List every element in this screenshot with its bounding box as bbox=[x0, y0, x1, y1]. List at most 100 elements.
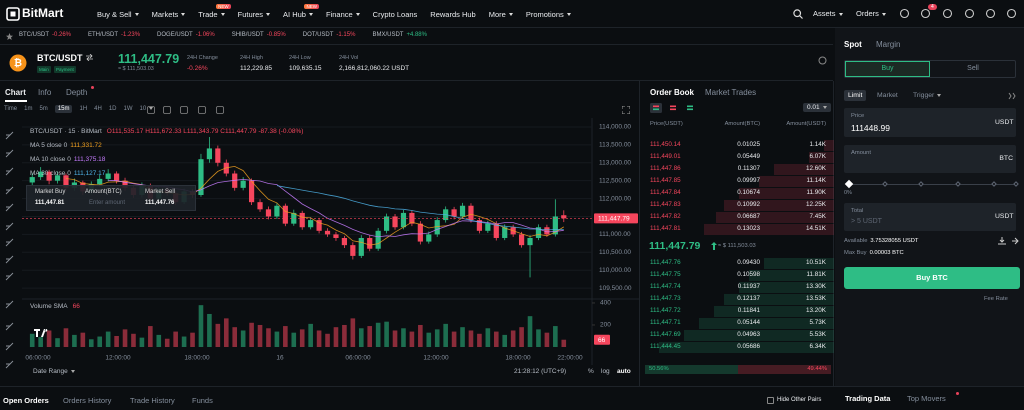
nav-assets[interactable]: Assets bbox=[813, 9, 843, 18]
quick-sell-price[interactable]: 111,447.76 bbox=[145, 200, 175, 206]
nav-item[interactable]: Finance bbox=[326, 10, 360, 19]
type-market[interactable]: Market bbox=[877, 92, 898, 99]
interval-option[interactable]: 1D bbox=[109, 106, 117, 112]
price-input[interactable] bbox=[844, 108, 1016, 137]
ob-price[interactable]: 111,447.84 bbox=[650, 189, 681, 196]
interval-option[interactable]: 15m bbox=[54, 105, 73, 113]
ob-price[interactable]: 111,447.85 bbox=[650, 177, 681, 184]
ob-price[interactable]: 111,447.74 bbox=[650, 283, 681, 290]
candle-body bbox=[485, 223, 491, 231]
ticker-list: BTC/USDT -0.26% ETH/USDT -1.23% DOGE/USDT -1.… bbox=[19, 32, 427, 38]
ticker-change: -1.15% bbox=[336, 32, 356, 38]
quick-buy-price[interactable]: 111,447.81 bbox=[35, 200, 65, 206]
fee-rate[interactable]: Fee Rate bbox=[984, 296, 1008, 302]
ob-price[interactable]: 111,447.72 bbox=[650, 307, 681, 314]
ob-price[interactable]: 111,447.73 bbox=[650, 295, 681, 302]
bottom-tab[interactable]: Open Orders bbox=[3, 396, 49, 405]
chart-tab[interactable]: Chart bbox=[5, 88, 26, 97]
scale-option[interactable]: log bbox=[601, 368, 610, 375]
depth-bar bbox=[724, 200, 834, 211]
ticker-item[interactable]: SHIB/USDT -0.85% bbox=[232, 32, 286, 38]
scale-option[interactable]: auto bbox=[617, 368, 631, 375]
nav-item[interactable]: Markets bbox=[152, 10, 186, 19]
ob-price[interactable]: 111,447.81 bbox=[650, 225, 681, 232]
nav-item[interactable]: Crypto Loans bbox=[373, 10, 418, 19]
ticker-item[interactable]: DOT/USDT -1.15% bbox=[303, 32, 356, 38]
candle-body bbox=[122, 180, 128, 188]
bottom-right-tab[interactable]: Trading Data bbox=[845, 394, 891, 403]
volume-bar bbox=[451, 331, 457, 347]
nav-item[interactable]: Rewards Hub bbox=[430, 10, 475, 19]
interval-option[interactable]: Time bbox=[4, 106, 17, 112]
ob-price[interactable]: 111,447.69 bbox=[650, 331, 681, 338]
type-limit[interactable]: Limit bbox=[844, 90, 867, 101]
pair-symbol[interactable]: BTC/USDT bbox=[37, 53, 83, 63]
nav-item[interactable]: Promotions bbox=[526, 10, 571, 19]
bottom-tab[interactable]: Orders History bbox=[63, 396, 112, 405]
volume-bar bbox=[460, 327, 465, 347]
date-range[interactable]: Date Range bbox=[33, 368, 75, 375]
available: Available 3.75328055 USDT bbox=[844, 238, 918, 244]
interval-option[interactable]: 5m bbox=[39, 106, 47, 112]
candle-body bbox=[434, 220, 440, 235]
interval-option[interactable]: 1H bbox=[79, 106, 87, 112]
ob-precision[interactable]: 0.01 bbox=[803, 103, 831, 112]
stat-value: 109,635.15 bbox=[289, 65, 322, 72]
ob-price[interactable]: 111,447.86 bbox=[650, 165, 681, 172]
ticker-item[interactable]: BTC/USDT -0.26% bbox=[19, 32, 71, 38]
submit-buy[interactable]: Buy BTC bbox=[844, 267, 1020, 289]
ob-total: 10.51K bbox=[806, 259, 826, 266]
tp-tab[interactable]: Margin bbox=[876, 40, 901, 49]
ob-tab[interactable]: Order Book bbox=[650, 88, 695, 97]
ticker-change: -1.23% bbox=[121, 32, 141, 38]
ob-price[interactable]: 111,450.14 bbox=[650, 141, 681, 148]
interval-option[interactable]: 4H bbox=[94, 106, 102, 112]
scale-option[interactable]: % bbox=[588, 368, 594, 375]
logo[interactable]: BitMart bbox=[22, 6, 64, 20]
bottom-tab[interactable]: Funds bbox=[192, 396, 213, 405]
nav-item[interactable]: Trade NEW bbox=[198, 3, 231, 19]
nav-orders[interactable]: Orders bbox=[856, 9, 886, 18]
hide-checkbox[interactable] bbox=[767, 397, 774, 404]
amount-input[interactable] bbox=[844, 145, 1016, 173]
notification-badge[interactable]: 4 bbox=[928, 4, 937, 10]
ob-price[interactable]: 111,444.45 bbox=[650, 343, 681, 350]
ticker-item[interactable]: BMX/USDT +4.88% bbox=[372, 32, 427, 38]
ob-tab[interactable]: Market Trades bbox=[705, 88, 757, 97]
ticker-item[interactable]: DOGE/USDT -1.06% bbox=[157, 32, 215, 38]
ob-price[interactable]: 111,449.01 bbox=[650, 153, 681, 160]
chart-tab[interactable]: Info bbox=[38, 88, 52, 97]
type-trigger[interactable]: Trigger bbox=[913, 92, 942, 99]
ob-price[interactable]: 111,447.75 bbox=[650, 271, 681, 278]
nav-item[interactable]: Buy & Sell bbox=[97, 10, 139, 19]
ticker-item[interactable]: ETH/USDT -1.23% bbox=[88, 32, 140, 38]
ob-price[interactable]: 111,447.76 bbox=[650, 259, 681, 266]
volume-value: 66 bbox=[72, 303, 80, 310]
ob-price[interactable]: 111,447.82 bbox=[650, 213, 681, 220]
depth-bar bbox=[659, 342, 834, 353]
interval-option[interactable]: 1W bbox=[124, 106, 133, 112]
ob-price[interactable]: 111,447.83 bbox=[650, 201, 681, 208]
quick-amount-input[interactable]: Enter amount bbox=[89, 200, 126, 206]
nav-item[interactable]: AI Hub NEW bbox=[283, 3, 319, 19]
y-tick-label: 109,500.00 bbox=[599, 285, 632, 292]
interval-option[interactable]: 10 bbox=[140, 106, 154, 112]
ob-total: 6.34K bbox=[809, 343, 826, 350]
ticker-change: -0.85% bbox=[266, 32, 286, 38]
total-input[interactable] bbox=[844, 203, 1016, 231]
interval-option[interactable]: 1m bbox=[24, 106, 32, 112]
volume-bar bbox=[97, 336, 103, 347]
bottom-tab[interactable]: Trade History bbox=[130, 396, 175, 405]
side-sell[interactable]: Sell bbox=[967, 65, 979, 72]
volume-bar bbox=[316, 330, 322, 347]
ob-total: 13.53K bbox=[806, 295, 826, 302]
chart-tab[interactable]: Depth bbox=[66, 88, 88, 97]
bottom-right-tab[interactable]: Top Movers bbox=[907, 394, 946, 403]
ob-price[interactable]: 111,447.71 bbox=[650, 319, 681, 326]
nav-item[interactable]: Futures bbox=[238, 10, 271, 19]
icon bbox=[5, 203, 14, 212]
tp-tab[interactable]: Spot bbox=[844, 40, 862, 49]
nav-item[interactable]: More bbox=[489, 10, 513, 19]
side-buy[interactable]: Buy bbox=[845, 61, 930, 77]
